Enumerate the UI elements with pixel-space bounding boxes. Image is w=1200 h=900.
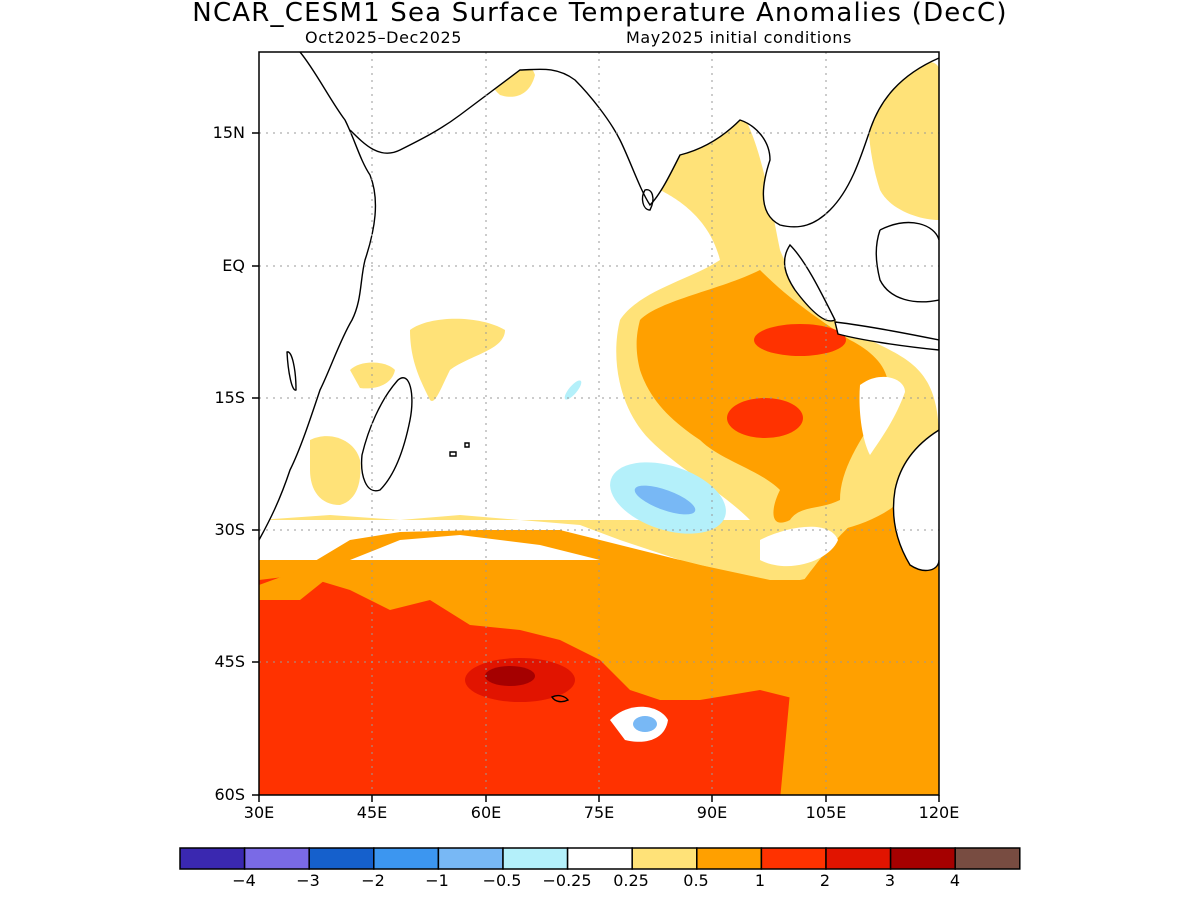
band-anomaly-0.5-1-east [780,500,939,795]
colorbar-label: −0.5 [482,871,522,890]
ytick-label: 45S [214,652,245,671]
land-java [835,322,939,350]
colorbar-swatch [502,847,569,870]
xtick-label: 45E [356,803,388,822]
xtick-label: 30E [243,803,275,822]
colorbar-swatch [308,847,375,870]
band-anomaly-0.25-0.5-west-1 [410,318,505,401]
colorbar-label: −4 [232,871,256,890]
coastline-mauritius [449,442,470,457]
xtick-label: 60E [470,803,502,822]
coastline-australia [892,429,939,572]
colorbar-label: −1 [425,871,449,890]
coastline-sri-lanka [641,189,654,211]
band-anomaly-near-zero-south-2 [760,526,838,567]
initial-conditions: May2025 initial conditions [626,28,852,47]
colorbar-label: −3 [296,871,320,890]
colorbar-swatch [825,847,892,870]
colorbar-swatch [631,847,698,870]
graticule [259,52,939,795]
band-anomaly-neg-0.5-1 [634,485,696,515]
land-asia-north [300,52,939,227]
band-anomaly-1-2-east-2 [727,398,803,438]
colorbar-swatch [437,847,504,870]
ytick-label: 15N [212,123,245,142]
colorbar-swatch [373,847,440,870]
band-anomaly-1-2-east-1 [754,324,846,356]
ytick-label: 30S [214,520,245,539]
band-anomaly-0.5-1-mid [259,530,800,610]
band-anomaly-near-zero-east [859,376,905,455]
xtick-label: 120E [918,803,960,822]
band-anomaly-neg-small-south [633,716,657,732]
colorbar-swatch [696,847,763,870]
band-anomaly-0.25-0.5-west-3 [310,436,361,505]
band-anomaly-neg-0.25-0.5-small [564,380,582,400]
xtick-label: 75E [583,803,615,822]
colorbar [179,847,1021,870]
coastline-arabia-india [349,57,939,228]
coastline-borneo [875,221,939,303]
anomaly-field [259,52,939,795]
colorbar-swatch [179,847,246,870]
xtick-label: 90E [696,803,728,822]
coastlines [259,52,939,703]
coastline-kerguelen [551,694,570,703]
forecast-period: Oct2025–Dec2025 [305,28,463,47]
coastline-java [834,321,939,351]
land-africa [259,52,376,540]
colorbar-label: 2 [819,871,831,890]
band-anomaly-3-4-kerguelen [485,666,535,686]
colorbar-label: 0.25 [613,871,649,890]
axis-ticks [252,132,940,802]
land-madagascar [361,377,412,491]
colorbar-label: −2 [361,871,385,890]
xtick-label: 105E [805,803,847,822]
colorbar-label: 4 [949,871,961,890]
coastline-sumatra [783,243,836,322]
ytick-label: 15S [214,388,245,407]
colorbar-label: −0.25 [542,871,592,890]
colorbar-label: 3 [884,871,896,890]
coastline-madagascar [360,377,413,492]
colorbar-swatch [760,847,827,870]
band-anomaly-0.25-0.5-southeast-asia [868,61,939,220]
colorbar-swatch [566,847,633,870]
coastline-small-islands [286,351,297,391]
colorbar-swatch [954,847,1021,870]
coastline-africa [259,52,377,541]
land-borneo [876,222,939,302]
ytick-label: EQ [222,256,245,275]
colorbar-label: 1 [754,871,766,890]
colorbar-swatch [243,847,310,870]
colorbar-swatch [889,847,956,870]
chart-title: NCAR_CESM1 Sea Surface Temperature Anoma… [192,0,1008,28]
colorbar-label: 0.5 [683,871,709,890]
ytick-label: 60S [214,785,245,804]
land-sumatra [784,245,835,321]
